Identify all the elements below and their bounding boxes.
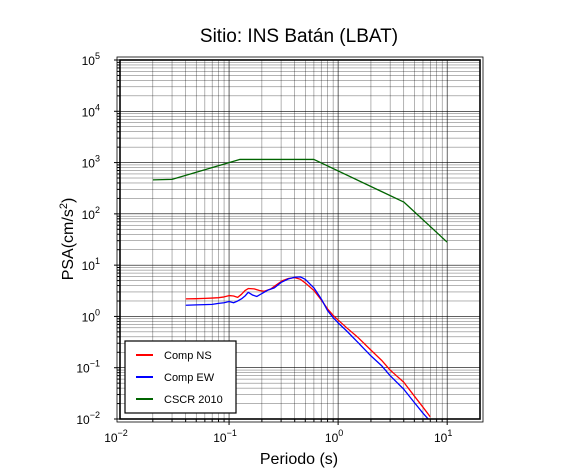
tick-label: 100	[82, 307, 100, 324]
tick-label: 104	[82, 102, 100, 119]
tick-label: 102	[82, 205, 100, 222]
legend-label: Comp EW	[164, 372, 215, 384]
tick-label: 101	[82, 256, 100, 273]
grid-lines	[119, 60, 481, 420]
tick-label: 10−2	[104, 428, 128, 445]
chart-title: Sitio: INS Batán (LBAT)	[200, 26, 398, 47]
legend: Comp NS Comp EW CSCR 2010	[124, 340, 237, 414]
tick-label: 10−1	[76, 359, 100, 376]
series-line-comp-ew	[185, 276, 429, 420]
series-line-cscr-2010	[152, 158, 448, 243]
x-axis-label: Periodo (s)	[260, 451, 338, 468]
tick-label: 100	[325, 428, 343, 445]
legend-label: CSCR 2010	[164, 394, 223, 406]
tick-label: 10−2	[76, 410, 100, 427]
plot-border	[119, 59, 481, 420]
tick-label: 105	[82, 51, 100, 68]
axis-ticks: 10−2 10−1 100 101 10−2 10−1 100 101 102 103 104 105	[76, 51, 452, 445]
tick-label: 10−1	[213, 428, 237, 445]
plot-border-outer	[116, 56, 484, 423]
data-curves	[152, 158, 448, 420]
series-line-comp-ns	[185, 277, 431, 418]
tick-label: 103	[82, 154, 100, 171]
y-axis-label: PSA(cm/s2)	[58, 198, 77, 281]
tick-label: 101	[434, 428, 452, 445]
plot-frame	[116, 56, 484, 423]
legend-label: Comp NS	[164, 350, 212, 362]
